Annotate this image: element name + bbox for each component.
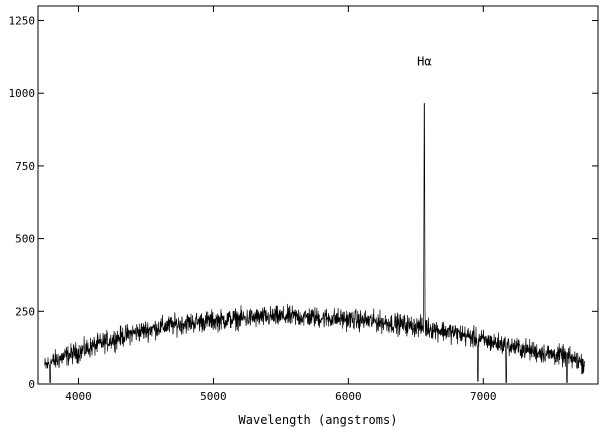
y-tick-label: 500 xyxy=(15,233,35,246)
y-axis: 0 250 500 750 1000 1250 xyxy=(9,15,598,391)
y-tick-label: 1250 xyxy=(9,15,36,28)
y-tick-label: 250 xyxy=(15,305,35,318)
x-tick-label: 6000 xyxy=(335,390,362,403)
x-axis: 4000 5000 6000 7000 xyxy=(65,6,497,403)
x-axis-title: Wavelength (angstroms) xyxy=(239,413,398,427)
plot-frame xyxy=(37,5,599,385)
x-tick-label: 5000 xyxy=(200,390,227,403)
y-tick-label: 1000 xyxy=(9,87,36,100)
x-tick-label: 4000 xyxy=(65,390,92,403)
spectrum-series-line xyxy=(44,103,585,383)
y-tick-label: 0 xyxy=(28,378,35,391)
y-tick-label: 750 xyxy=(15,160,35,173)
x-tick-label: 7000 xyxy=(470,390,497,403)
halpha-annotation: Hα xyxy=(417,55,431,69)
